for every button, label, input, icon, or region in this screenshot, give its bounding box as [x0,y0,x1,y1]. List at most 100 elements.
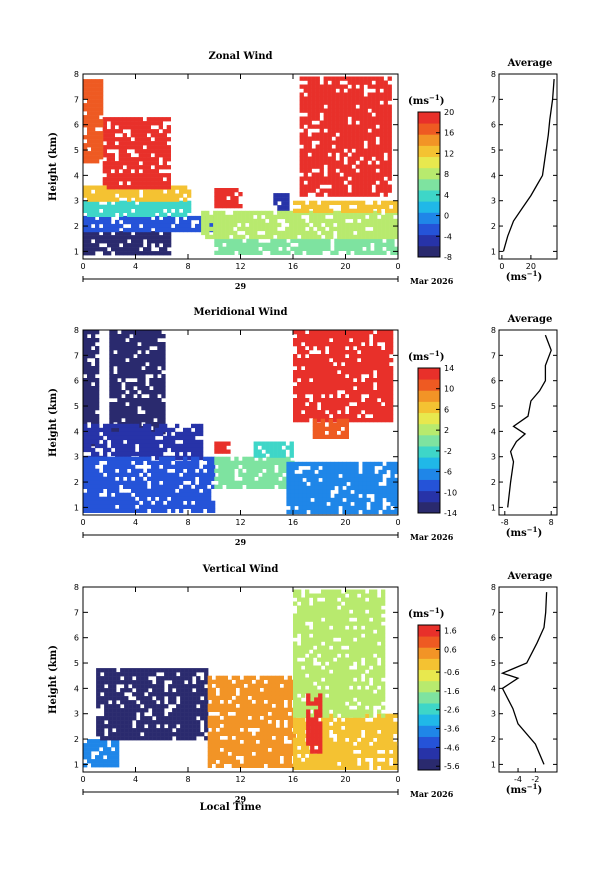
heatmap-cell [315,144,320,149]
heatmap-cell [87,159,92,164]
heatmap-cell [179,204,184,209]
heatmap-cell [353,330,358,335]
heatmap-cell [115,239,120,244]
heatmap-cell [261,210,266,216]
heatmap-cell [141,406,146,411]
colorbar-band [418,212,440,224]
heatmap-cell [355,152,360,157]
heatmap-cell [204,696,209,701]
heatmap-cell [99,131,104,136]
heatmap-cell [275,691,280,696]
heatmap-cell [350,473,355,479]
heatmap-cell [180,724,185,729]
heatmap-cell [95,243,100,248]
heatmap-cell [311,184,316,189]
heatmap-cell [251,723,256,728]
heatmap-cell [87,504,92,509]
heatmap-cell [115,751,120,756]
heatmap-cell [267,683,272,688]
heatmap-cell [157,334,162,339]
heatmap-cell [175,500,180,505]
heatmap-cell [310,509,315,515]
heatmap-cell [83,500,88,505]
heatmap-cell [251,743,256,748]
heatmap-cell [103,212,108,217]
heatmap-cell [339,164,344,169]
heatmap-cell [311,124,316,129]
heatmap-cell [353,398,358,403]
heatmap-cell [95,439,100,445]
heatmap-cell [158,117,163,122]
heatmap-cell [203,504,208,509]
heatmap-cell [266,484,271,489]
heatmap-cell [152,700,157,705]
heatmap-cell [273,218,278,224]
heatmap-cell [222,464,227,469]
heatmap-cell [183,435,188,441]
heatmap-cell [355,192,360,197]
heatmap-cell [313,208,318,213]
heatmap-cell [116,732,121,737]
heatmap-cell [270,464,275,469]
heatmap-cell [99,476,104,481]
heatmap-cell [305,230,310,236]
heatmap-cell [222,246,227,251]
heatmap-cell [315,104,320,109]
heatmap-cell [338,242,343,247]
heatmap-cell [282,464,287,469]
heatmap-cell [323,88,328,93]
heatmap-cell [117,406,122,411]
heatmap-cell [353,342,358,347]
heatmap-cell [168,720,173,725]
heatmap-cell [95,219,100,225]
heatmap-cell [239,715,244,720]
heatmap-cell [115,451,120,457]
heatmap-cell [154,141,159,146]
heatmap-cell [131,227,136,233]
heatmap-cell [150,185,155,190]
x-tick-label: 16 [288,262,298,271]
heatmap-cell [104,724,109,729]
heatmap-cell [143,451,148,457]
heatmap-cell [151,193,156,198]
heatmap-cell [146,161,151,166]
heatmap-cell [138,141,143,146]
heatmap-cell [112,712,117,717]
heatmap-cell [155,239,160,244]
heatmap-cell [305,378,310,383]
heatmap-cell [309,330,314,335]
heatmap-cell [207,719,212,724]
heatmap-cell [103,208,108,213]
heatmap-cell [359,132,364,137]
heatmap-cell [115,464,120,469]
heatmap-cell [160,724,165,729]
average-y-tick-label: 7 [491,95,496,104]
heatmap-cell [386,489,391,495]
heatmap-cell [151,251,156,256]
heatmap-cell [245,214,250,220]
heatmap-cell [373,214,378,220]
heatmap-cell [136,728,141,733]
heatmap-cell [385,350,390,355]
heatmap-cell [175,455,180,461]
heatmap-cell [213,210,218,216]
heatmap-cell [111,504,116,509]
heatmap-cell [381,366,386,371]
heatmap-cell [239,691,244,696]
heatmap-cell [106,177,111,182]
heatmap-cell [139,197,144,202]
heatmap-cell [133,346,138,351]
heatmap-cell [307,108,312,113]
heatmap-cell [103,504,108,509]
heatmap-cell [385,366,390,371]
heatmap-cell [158,185,163,190]
heatmap-cell [298,489,303,495]
heatmap-cell [123,435,128,441]
heatmap-cell [239,751,244,756]
heatmap-cell [238,480,243,485]
heatmap-cell [141,354,146,359]
heatmap-cell [230,468,235,473]
heatmap-cell [114,129,119,134]
heatmap-cell [247,687,252,692]
heatmap-cell [255,731,260,736]
